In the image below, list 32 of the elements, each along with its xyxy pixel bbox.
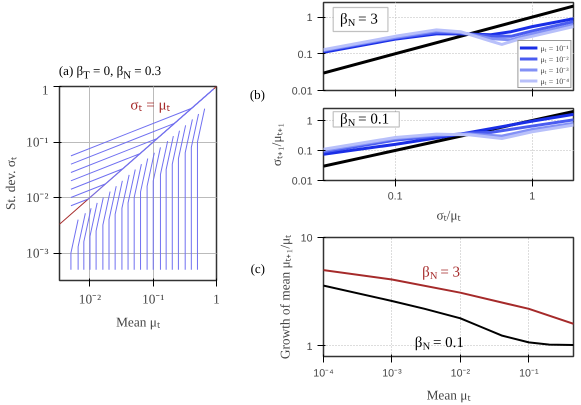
legend-label: μₜ = 10⁻¹ bbox=[540, 43, 569, 53]
y-tick-label: 0.01 bbox=[292, 176, 313, 188]
x-tick-label: 10⁻¹ bbox=[519, 368, 539, 380]
series-label: σₜ = μₜ bbox=[130, 97, 171, 114]
x-tick-label: 10⁻² bbox=[450, 368, 471, 380]
y-tick-label: 10 bbox=[300, 232, 313, 244]
x-tick-label: 10⁻³ bbox=[382, 368, 402, 380]
y-tick-label: 0.1 bbox=[298, 48, 313, 61]
legend-label: μₜ = 10⁻³ bbox=[540, 65, 569, 75]
y-tick-label: 1 bbox=[42, 82, 49, 98]
y-axis-title: St. dev. σₜ bbox=[3, 156, 18, 210]
chart-title: (a) β$_{T}$ = 0, β$_{N}$ = 0.3 bbox=[58, 62, 162, 84]
y-axis-title: σₜ₊₁/μₜ₊₁ bbox=[268, 122, 284, 166]
y-tick-label: 1 bbox=[306, 340, 313, 353]
text: (b) bbox=[250, 86, 265, 104]
x-tick-label: 10⁻¹ bbox=[142, 292, 164, 306]
x-axis-title: σₜ/μₜ bbox=[436, 208, 461, 222]
x-axis-title: Mean μₜ bbox=[116, 314, 160, 330]
y-tick-label: 0.1 bbox=[298, 145, 313, 158]
y-tick-label: 10⁻³ bbox=[26, 246, 49, 261]
legend-label: μₜ = 10⁻⁴ bbox=[540, 76, 569, 86]
y-tick-label: 1 bbox=[306, 12, 313, 24]
y-axis-title: Growth of mean μₜ₊₁/μₜ bbox=[278, 234, 293, 360]
y-tick-label: 10⁻¹ bbox=[26, 134, 49, 150]
x-tick-label: 10⁻² bbox=[78, 292, 102, 306]
legend-label: μₜ = 10⁻² bbox=[540, 54, 569, 64]
x-axis-title: Mean μₜ bbox=[426, 388, 470, 402]
x-tick-label: 1 bbox=[213, 292, 220, 306]
y-tick-label: 0.01 bbox=[292, 86, 313, 98]
y-tick-label: 1 bbox=[306, 115, 313, 128]
text: (c) bbox=[250, 260, 265, 278]
x-tick-label: 10⁻⁴ bbox=[313, 368, 334, 380]
